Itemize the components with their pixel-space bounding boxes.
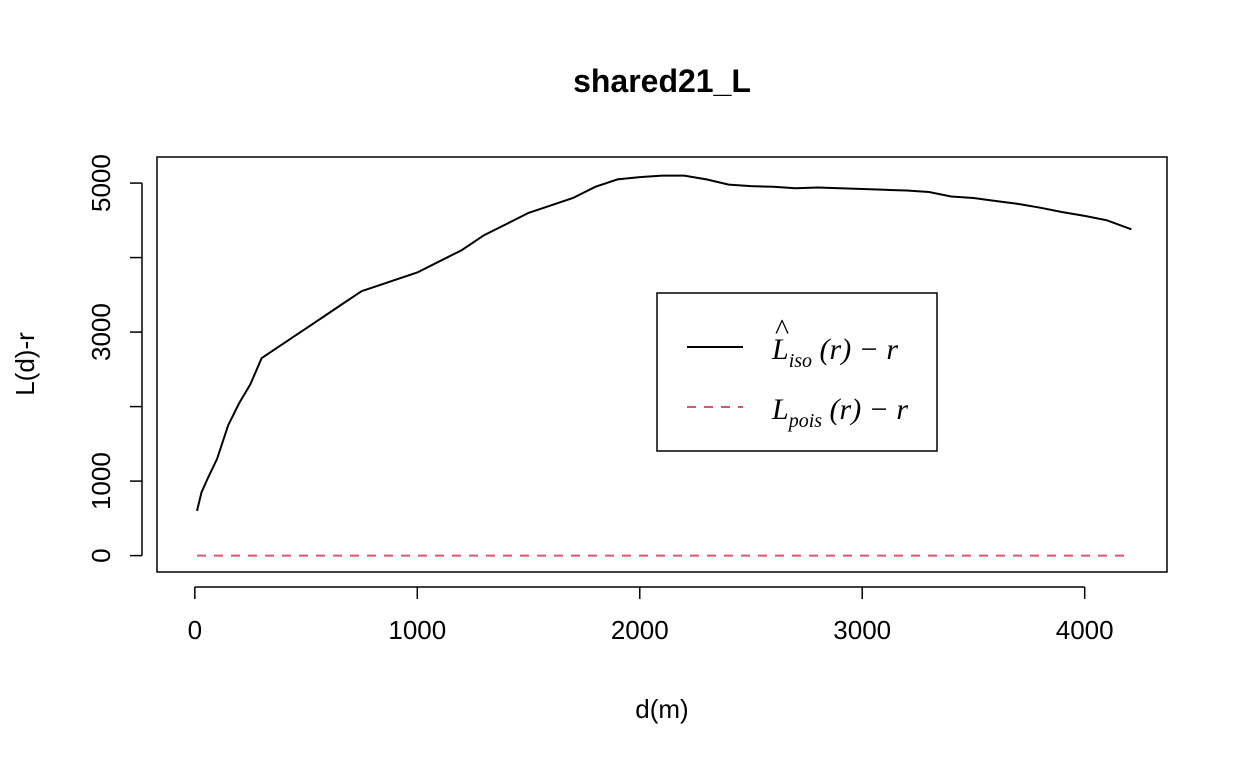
legend-box [656, 292, 938, 452]
y-tick-label: 1000 [86, 452, 116, 510]
series-layer [196, 174, 1132, 557]
y-tick-label: 0 [86, 548, 116, 562]
legend-hat: ^ [775, 313, 789, 346]
x-tick-label: 2000 [611, 615, 669, 645]
y-tick-label: 3000 [86, 303, 116, 361]
series-line-l-iso [196, 174, 1132, 512]
y-axis-label: L(d)-r [10, 332, 40, 396]
x-tick-label: 4000 [1056, 615, 1114, 645]
legend: Liso (r) − r^ Lpois (r) − r [656, 292, 938, 452]
legend-label-l-pois: Lpois (r) − r [771, 393, 908, 432]
x-tick-label: 3000 [833, 615, 891, 645]
x-axis-label: d(m) [635, 694, 688, 724]
chart-title: shared21_L [573, 63, 751, 99]
x-tick-label: 1000 [388, 615, 446, 645]
x-tick-label: 0 [188, 615, 202, 645]
legend-label-l-iso: Liso (r) − r [771, 333, 898, 372]
y-axis: 0 1000 3000 5000 [86, 154, 143, 563]
plot-frame [156, 156, 1168, 573]
y-tick-label: 5000 [86, 154, 116, 212]
x-axis: 0 1000 2000 3000 4000 [188, 586, 1114, 645]
